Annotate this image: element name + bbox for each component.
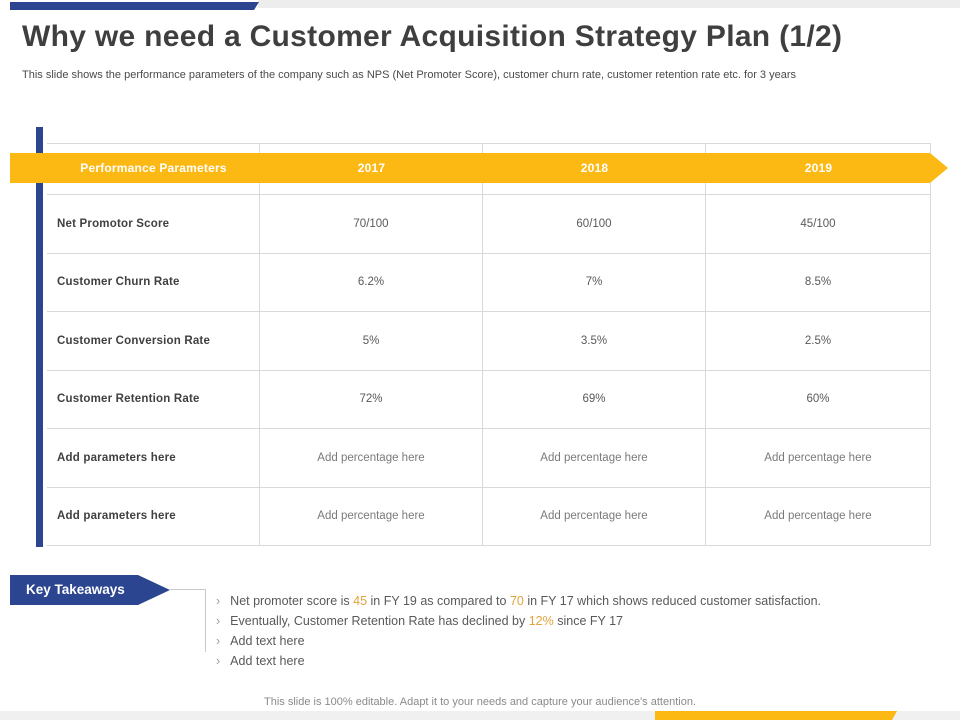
slide-subtitle: This slide shows the performance paramet… xyxy=(22,69,796,81)
key-takeaways-label: Key Takeaways xyxy=(26,582,125,597)
left-accent-bar xyxy=(36,127,43,547)
table-cell: 69% xyxy=(483,370,706,429)
column-header: 2018 xyxy=(580,161,609,175)
table-cell[interactable]: Add percentage here xyxy=(483,429,706,488)
table-cell: 72% xyxy=(260,370,483,429)
takeaway-item: › Net promoter score is 45 in FY 19 as co… xyxy=(216,591,936,611)
column-header: 2017 xyxy=(357,161,386,175)
takeaway-item[interactable]: › Add text here xyxy=(216,651,936,671)
column-header: Performance Parameters xyxy=(80,161,227,175)
top-gray-rule xyxy=(258,0,960,8)
table-cell[interactable]: Add percentage here xyxy=(706,429,931,488)
table-cell[interactable]: Add percentage here xyxy=(706,487,931,546)
data-table: Net Promotor Score 70/100 60/100 45/100 Cust… xyxy=(47,143,931,546)
row-label[interactable]: Add parameters here xyxy=(47,487,260,546)
takeaway-text: Add text here xyxy=(230,634,305,648)
table-cell: 5% xyxy=(260,312,483,371)
takeaway-item[interactable]: › Add text here xyxy=(216,631,936,651)
table-header-columns: Performance Parameters 2017 2018 2019 xyxy=(10,153,930,183)
table-cell: 8.5% xyxy=(706,253,931,312)
table-cell: 70/100 xyxy=(260,195,483,254)
table-cell[interactable]: Add percentage here xyxy=(260,429,483,488)
row-label: Net Promotor Score xyxy=(47,195,260,254)
table-cell[interactable]: Add percentage here xyxy=(260,487,483,546)
takeaway-item: › Eventually, Customer Retention Rate has… xyxy=(216,611,936,631)
table-header-band: Performance Parameters 2017 2018 2019 xyxy=(10,153,948,183)
takeaway-text: Add text here xyxy=(230,654,305,668)
takeaway-text: Net promoter score is 45 in FY 19 as com… xyxy=(230,594,821,608)
top-navy-accent-bar xyxy=(10,2,259,10)
row-label: Customer Conversion Rate xyxy=(47,312,260,371)
bottom-amber-bar xyxy=(655,711,897,720)
takeaways-list: › Net promoter score is 45 in FY 19 as co… xyxy=(216,591,936,671)
connector-line-horizontal xyxy=(170,589,205,590)
table-cell: 7% xyxy=(483,253,706,312)
editable-note: This slide is 100% editable. Adapt it to… xyxy=(264,696,696,708)
connector-line-vertical xyxy=(205,589,206,652)
key-takeaways-banner: Key Takeaways xyxy=(10,575,170,605)
table-cell: 45/100 xyxy=(706,195,931,254)
table-cell: 60% xyxy=(706,370,931,429)
bottom-gray-strip xyxy=(0,711,960,720)
chevron-bullet-icon: › xyxy=(216,654,221,668)
row-label: Customer Churn Rate xyxy=(47,253,260,312)
table-cell[interactable]: Add percentage here xyxy=(483,487,706,546)
table-cell: 6.2% xyxy=(260,253,483,312)
chevron-bullet-icon: › xyxy=(216,594,221,608)
table-cell: 3.5% xyxy=(483,312,706,371)
table-cell: 60/100 xyxy=(483,195,706,254)
page-title: Why we need a Customer Acquisition Strat… xyxy=(22,20,843,53)
row-label: Customer Retention Rate xyxy=(47,370,260,429)
table-cell: 2.5% xyxy=(706,312,931,371)
takeaway-text: Eventually, Customer Retention Rate has … xyxy=(230,614,624,628)
row-label[interactable]: Add parameters here xyxy=(47,429,260,488)
chevron-bullet-icon: › xyxy=(216,614,221,628)
column-header: 2019 xyxy=(804,161,833,175)
chevron-bullet-icon: › xyxy=(216,634,221,648)
